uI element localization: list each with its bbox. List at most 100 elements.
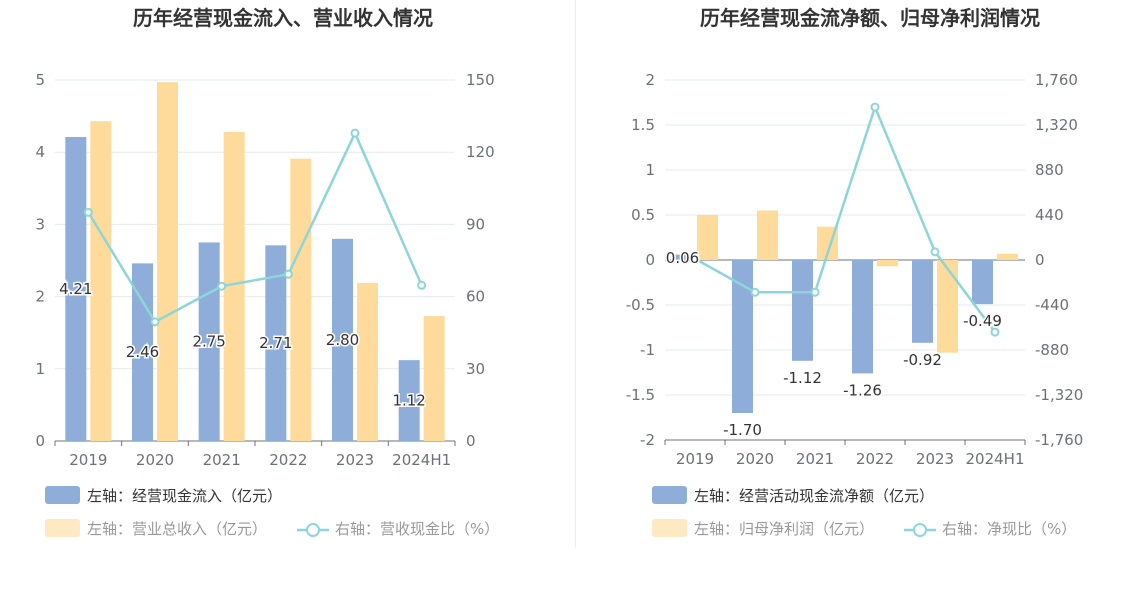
bar — [757, 210, 778, 260]
chart-net-cashflow-profit: 历年经营现金流净额、归母净利润情况 -2 -1,760 -1.5 -1,320 -1 -88… — [626, 6, 1084, 538]
line-point — [217, 281, 227, 291]
data-label: -0.92 — [903, 351, 942, 369]
line-point — [810, 287, 820, 297]
legend-swatch — [45, 519, 80, 537]
y-right-tick-label: 0 — [466, 432, 476, 450]
y-left-tick-label: 5 — [35, 71, 45, 89]
y-right-tick-label: 0 — [1035, 251, 1045, 269]
bar — [697, 215, 718, 260]
data-label: 1.12 — [392, 392, 425, 410]
y-left-tick-label: 1.5 — [631, 116, 655, 134]
data-label: 2.80 — [326, 331, 359, 349]
bar — [198, 242, 220, 441]
legend-label: 右轴：净现比（%） — [942, 520, 1076, 538]
chart-title: 历年经营现金流净额、归母净利润情况 — [700, 6, 1040, 30]
bar — [265, 245, 287, 441]
bar — [972, 260, 993, 305]
legend-line-marker — [306, 523, 320, 537]
x-tick-label: 2022 — [269, 451, 307, 469]
y-left-tick-label: 0 — [35, 432, 45, 450]
x-tick-label: 2023 — [916, 450, 954, 468]
y-right-tick-label: 440 — [1035, 206, 1064, 224]
x-tick-label: 2020 — [736, 450, 774, 468]
line-point — [83, 207, 93, 217]
bar — [672, 254, 693, 260]
legend-swatch — [652, 519, 687, 537]
y-right-tick-label: 120 — [466, 143, 495, 161]
line-series — [694, 103, 997, 333]
line-point — [350, 128, 360, 138]
legend-label: 左轴：营业总收入（亿元） — [87, 520, 267, 538]
x-tick-label: 2023 — [336, 451, 374, 469]
legend-line-marker — [913, 523, 927, 537]
line-point — [870, 102, 880, 112]
y-left-tick-label: 4 — [35, 143, 45, 161]
data-label: -1.26 — [843, 381, 882, 399]
bar — [852, 260, 873, 374]
bar — [332, 238, 353, 441]
y-left-tick-label: 1 — [35, 360, 45, 378]
y-left-tick-label: 2 — [35, 288, 45, 306]
bar — [357, 282, 378, 441]
x-tick-label: 2024H1 — [392, 451, 451, 469]
y-left-tick-label: -2 — [640, 431, 655, 449]
line-point — [750, 287, 760, 297]
data-label: 2.71 — [259, 334, 292, 352]
legend-label: 左轴：经营活动现金流净额（亿元） — [694, 487, 934, 505]
bar — [398, 360, 420, 441]
legend-swatch — [652, 486, 687, 504]
bar — [290, 158, 312, 441]
bar — [65, 137, 87, 441]
y-right-tick-label: 60 — [466, 288, 485, 306]
y-right-tick-label: -1,760 — [1035, 431, 1083, 449]
bar — [877, 260, 898, 267]
bar — [423, 316, 445, 441]
line-point — [990, 327, 1000, 337]
bar — [90, 121, 112, 442]
y-right-tick-label: 880 — [1035, 161, 1064, 179]
data-label: 0.06 — [666, 249, 699, 267]
bar — [912, 260, 933, 343]
legend-label: 左轴：经营现金流入（亿元） — [87, 487, 282, 505]
line-point — [930, 247, 940, 257]
bar — [223, 131, 245, 441]
line-point — [150, 317, 160, 327]
y-right-tick-label: 1,760 — [1035, 71, 1078, 89]
y-left-tick-label: 0 — [645, 251, 655, 269]
x-tick-label: 2022 — [856, 450, 894, 468]
y-right-tick-label: -880 — [1035, 341, 1069, 359]
data-label: -0.49 — [963, 312, 1002, 330]
y-right-tick-label: -1,320 — [1035, 386, 1083, 404]
line-point — [283, 269, 293, 279]
bar — [157, 82, 178, 441]
data-label: 2.46 — [126, 343, 159, 361]
y-right-tick-label: 150 — [466, 71, 495, 89]
x-tick-label: 2021 — [203, 451, 241, 469]
x-tick-label: 2019 — [676, 450, 714, 468]
y-left-tick-label: -0.5 — [626, 296, 655, 314]
y-right-tick-label: 30 — [466, 360, 485, 378]
y-left-tick-label: 1 — [645, 161, 655, 179]
bar — [792, 260, 813, 361]
data-label: -1.12 — [783, 369, 822, 387]
bar — [732, 260, 753, 413]
y-right-tick-label: 90 — [466, 215, 485, 233]
y-left-tick-label: -1.5 — [626, 386, 655, 404]
bar — [937, 260, 958, 353]
bar — [997, 253, 1018, 260]
y-right-tick-label: -440 — [1035, 296, 1069, 314]
x-tick-label: 2020 — [136, 451, 174, 469]
line-point — [690, 254, 700, 264]
line-series — [87, 130, 423, 324]
x-tick-label: 2019 — [69, 451, 107, 469]
y-left-tick-label: -1 — [640, 341, 655, 359]
legend-label: 左轴：归母净利润（亿元） — [694, 520, 874, 538]
data-label: 4.21 — [59, 280, 92, 298]
y-left-tick-label: 2 — [645, 71, 655, 89]
legend-swatch — [45, 486, 80, 504]
y-right-tick-label: 1,320 — [1035, 116, 1078, 134]
chart-title: 历年经营现金流入、营业收入情况 — [133, 6, 433, 30]
legend-label: 右轴：营收现金比（%） — [335, 520, 499, 538]
x-tick-label: 2021 — [796, 450, 834, 468]
